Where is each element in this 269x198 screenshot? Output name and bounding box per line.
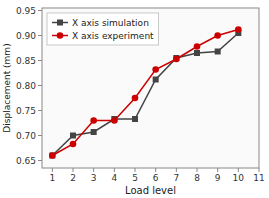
legend-label: X axis simulation: [72, 18, 149, 28]
series-point: [111, 117, 118, 124]
series-point: [70, 141, 77, 148]
x-tick-label: 4: [111, 173, 117, 183]
x-tick-label: 10: [233, 173, 245, 183]
x-tick: [217, 168, 218, 172]
x-tick-label: 8: [194, 173, 200, 183]
legend-label: X axis experiment: [72, 31, 154, 41]
y-tick-label: 0.90: [16, 31, 36, 41]
y-tick: [38, 160, 42, 161]
y-tick-label: 0.70: [16, 131, 36, 141]
x-tick: [73, 168, 74, 172]
x-tick: [155, 168, 156, 172]
data: [49, 26, 242, 159]
series-point: [132, 95, 139, 102]
x-tick-label: 2: [70, 173, 76, 183]
series-point: [194, 43, 201, 50]
series-point: [91, 129, 97, 135]
legend-marker: [57, 20, 63, 26]
y-tick: [38, 110, 42, 111]
series-point: [90, 117, 97, 124]
x-tick-label: 7: [173, 173, 179, 183]
legend-marker: [57, 32, 64, 39]
y-tick: [38, 85, 42, 86]
y-tick-label: 0.65: [16, 156, 36, 166]
series-point: [152, 66, 159, 73]
y-tick: [38, 10, 42, 11]
legend-box: [47, 13, 159, 45]
plot-frame: [42, 8, 259, 168]
x-tick-label: 3: [91, 173, 97, 183]
y-axis-label: Displacement (mm): [2, 43, 12, 132]
x-tick: [197, 168, 198, 172]
y-tick: [38, 35, 42, 36]
y-tick: [38, 135, 42, 136]
series-point: [153, 77, 159, 83]
x-tick-label: 1: [49, 173, 55, 183]
series-point: [215, 49, 221, 55]
y-tick-label: 0.85: [16, 56, 36, 66]
series-point: [49, 153, 55, 159]
y-tick-label: 0.95: [16, 6, 36, 16]
x-tick-label: 5: [132, 173, 138, 183]
x-tick-label: 6: [153, 173, 159, 183]
y-tick: [38, 60, 42, 61]
series-point: [173, 56, 180, 63]
x-tick-label: 9: [215, 173, 221, 183]
x-tick: [176, 168, 177, 172]
series-point: [194, 50, 200, 56]
series-point: [49, 152, 56, 159]
series-point: [235, 26, 242, 33]
x-axis-label: Load level: [125, 185, 176, 196]
x-tick: [135, 168, 136, 172]
x-tick-label: 11: [253, 173, 264, 183]
x-tick: [93, 168, 94, 172]
series-point: [132, 116, 138, 122]
series-point: [214, 32, 221, 39]
axes: 1 2 3 4 5 6 7 8 9 10 11 0.65 0.70 0.75 0.80 0.85 0.90 0.9…: [16, 6, 265, 184]
series-line: [52, 33, 238, 156]
y-tick-label: 0.80: [16, 81, 36, 91]
x-tick: [259, 168, 260, 172]
series-line: [52, 30, 238, 156]
series-point: [70, 133, 76, 139]
legend: X axis simulation X axis experiment: [47, 13, 159, 45]
x-tick: [238, 168, 239, 172]
x-tick: [114, 168, 115, 172]
y-tick-label: 0.75: [16, 106, 36, 116]
chart: 1 2 3 4 5 6 7 8 9 10 11 0.65 0.70 0.75 0.80 0.85 0.90 0.9…: [0, 0, 269, 198]
x-tick: [52, 168, 53, 172]
